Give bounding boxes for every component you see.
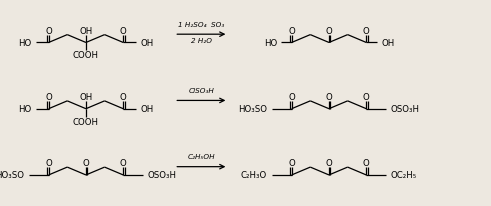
Text: OH: OH [80, 92, 92, 101]
Text: O: O [45, 92, 52, 101]
Text: OH: OH [381, 39, 394, 48]
Text: O: O [326, 92, 332, 101]
Text: O: O [288, 92, 295, 101]
Text: OH: OH [140, 39, 154, 48]
Text: O: O [45, 26, 52, 35]
Text: O: O [82, 158, 89, 167]
Text: OH: OH [140, 105, 154, 114]
Text: OH: OH [80, 26, 92, 35]
Text: HO: HO [18, 105, 31, 114]
Text: 2 H₂O: 2 H₂O [191, 38, 212, 44]
Text: HO: HO [18, 39, 31, 48]
Text: 1 H₂SO₄  SO₃: 1 H₂SO₄ SO₃ [178, 22, 224, 28]
Text: O: O [326, 26, 332, 35]
Text: O: O [363, 92, 370, 101]
Text: O: O [326, 158, 332, 167]
Text: O: O [288, 26, 295, 35]
Text: C₂H₃O: C₂H₃O [241, 171, 267, 180]
Text: O: O [288, 158, 295, 167]
Text: COOH: COOH [73, 117, 99, 126]
Text: C₂H₅OH: C₂H₅OH [188, 154, 215, 160]
Text: O: O [120, 158, 127, 167]
Text: O: O [45, 158, 52, 167]
Text: O: O [363, 26, 370, 35]
Text: HO₃SO: HO₃SO [238, 105, 267, 114]
Text: O: O [120, 92, 127, 101]
Text: OSO₃H: OSO₃H [148, 171, 177, 180]
Text: ClSO₃H: ClSO₃H [189, 88, 214, 94]
Text: O: O [363, 158, 370, 167]
Text: OC₂H₅: OC₂H₅ [391, 171, 417, 180]
Text: COOH: COOH [73, 51, 99, 60]
Text: O: O [120, 26, 127, 35]
Text: HO: HO [264, 39, 277, 48]
Text: OSO₃H: OSO₃H [391, 105, 420, 114]
Text: HO₃SO: HO₃SO [0, 171, 24, 180]
